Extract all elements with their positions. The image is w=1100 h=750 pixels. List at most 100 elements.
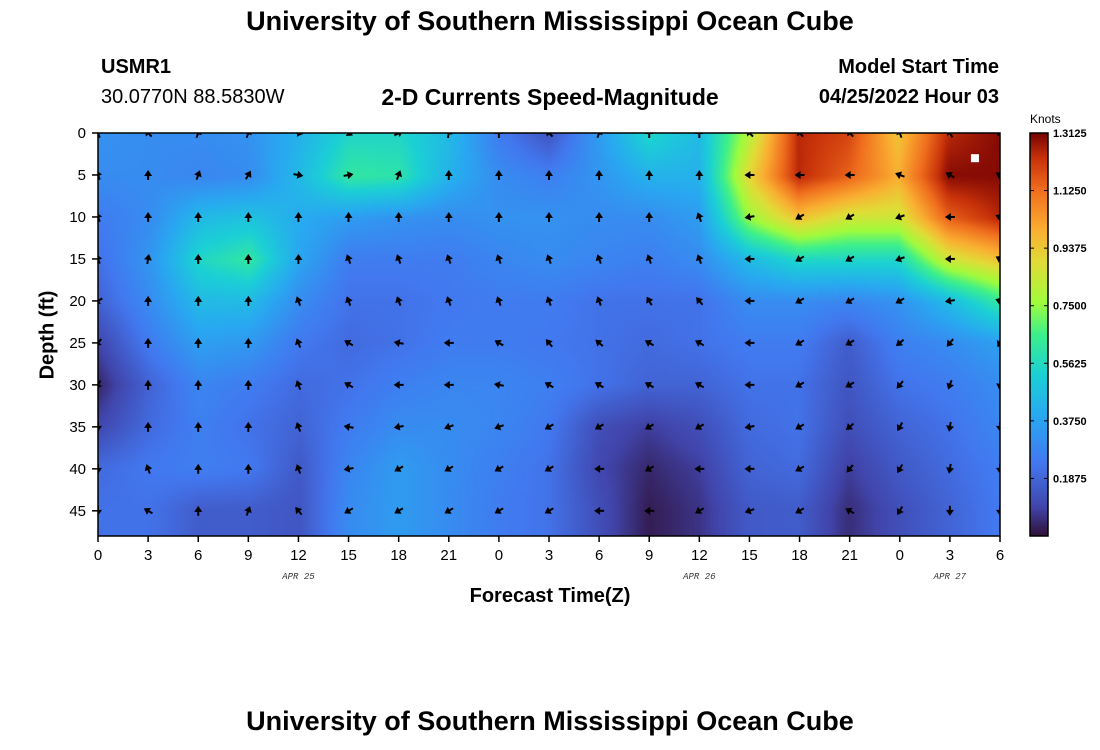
current-arrow <box>946 463 955 474</box>
x-tick-label: 15 <box>340 547 357 564</box>
arrow-head <box>845 296 853 304</box>
current-arrow <box>594 422 604 430</box>
current-arrow <box>896 505 904 516</box>
current-arrow <box>295 464 303 474</box>
x-tick-label: 6 <box>595 547 603 564</box>
current-arrow <box>444 211 453 222</box>
current-arrow <box>795 212 805 220</box>
arrow-head <box>595 169 604 176</box>
arrow-head <box>544 422 552 430</box>
current-arrow <box>844 170 855 179</box>
current-arrow <box>645 254 654 264</box>
colorbar-tick-label: 0.9375 <box>1053 243 1087 255</box>
arrow-head <box>345 254 353 262</box>
arrow-head <box>144 169 153 176</box>
arrow-head <box>696 297 704 305</box>
arrow-head <box>143 507 151 515</box>
y-tick-label: 35 <box>69 419 86 436</box>
arrow-head <box>594 422 602 430</box>
arrow-head <box>645 211 654 218</box>
arrow-head <box>98 383 102 388</box>
arrow-head <box>295 506 303 515</box>
arrow-head <box>495 296 503 304</box>
y-tick-label: 25 <box>69 335 86 352</box>
arrow-head <box>544 381 552 389</box>
current-arrow <box>295 338 303 348</box>
current-arrow <box>694 464 705 473</box>
current-arrow <box>895 338 905 347</box>
arrow-head <box>194 463 203 470</box>
current-arrow <box>295 422 303 432</box>
current-arrow <box>744 212 755 221</box>
arrow-head <box>795 380 803 388</box>
arrow-head <box>244 253 253 260</box>
arrow-head <box>296 133 304 137</box>
arrow-head <box>98 255 103 261</box>
current-arrow <box>595 169 604 180</box>
arrow-head <box>545 339 553 347</box>
arrow-head <box>644 506 651 515</box>
arrow-head <box>294 253 303 260</box>
arrow-head <box>544 464 552 472</box>
arrow-head <box>795 296 803 304</box>
current-arrow <box>294 253 303 264</box>
current-arrow <box>594 464 605 473</box>
current-arrow <box>995 256 1000 263</box>
arrow-head <box>744 212 752 221</box>
current-arrow <box>494 506 504 514</box>
x-tick-label: 9 <box>645 547 653 564</box>
arrow-head <box>695 254 704 262</box>
current-arrow <box>344 339 354 347</box>
current-arrow <box>98 421 102 432</box>
current-arrow <box>293 170 304 179</box>
x-tick-label: 6 <box>996 547 1004 564</box>
current-arrow <box>493 381 504 389</box>
arrow-head <box>896 465 904 474</box>
current-arrow <box>595 296 604 306</box>
arrow-head <box>394 506 402 514</box>
arrow-head <box>444 211 453 218</box>
arrow-head <box>443 380 450 389</box>
current-arrow <box>795 422 805 430</box>
arrow-head <box>393 380 400 389</box>
current-arrow <box>394 464 404 472</box>
arrow-head <box>394 170 403 178</box>
current-arrow <box>944 296 955 305</box>
current-arrow <box>996 421 1000 432</box>
current-arrow <box>545 254 554 264</box>
arrow-head <box>944 254 951 263</box>
current-arrow <box>144 169 153 180</box>
arrow-head <box>644 381 653 389</box>
arrow-head <box>98 171 103 177</box>
current-arrow <box>394 170 403 181</box>
arrow-head <box>444 422 452 431</box>
arrow-head <box>545 296 554 304</box>
current-arrow <box>194 463 203 474</box>
arrow-head <box>295 296 303 304</box>
current-arrow <box>344 211 353 222</box>
current-arrow <box>244 253 253 264</box>
arrow-head <box>194 170 202 178</box>
colorbar-ticks: 1.3125 1.1250 0.9375 0.7500 0.5625 0.3750 0.18… <box>1030 128 1087 485</box>
arrow-head <box>695 212 704 220</box>
current-arrow <box>143 254 152 265</box>
current-arrow <box>845 254 855 262</box>
current-arrow <box>946 379 954 390</box>
model-start-label: Model Start Time <box>838 56 999 78</box>
colorbar-tick-label: 1.1250 <box>1053 186 1087 198</box>
current-arrow <box>244 506 252 516</box>
current-arrow <box>795 254 805 262</box>
current-arrow <box>394 506 404 514</box>
current-arrow <box>394 211 403 222</box>
arrow-shaft <box>245 133 250 139</box>
colorbar-tick-label: 0.5625 <box>1053 358 1087 370</box>
current-arrow <box>795 338 805 346</box>
arrow-shaft <box>195 133 200 139</box>
footer-title: University of Southern Mississippi Ocean… <box>246 706 854 736</box>
arrow-head <box>244 421 253 428</box>
current-arrow <box>645 211 654 222</box>
current-arrow <box>98 463 102 474</box>
arrow-head <box>194 253 203 260</box>
current-arrow <box>996 505 1000 516</box>
arrow-head <box>845 212 853 220</box>
